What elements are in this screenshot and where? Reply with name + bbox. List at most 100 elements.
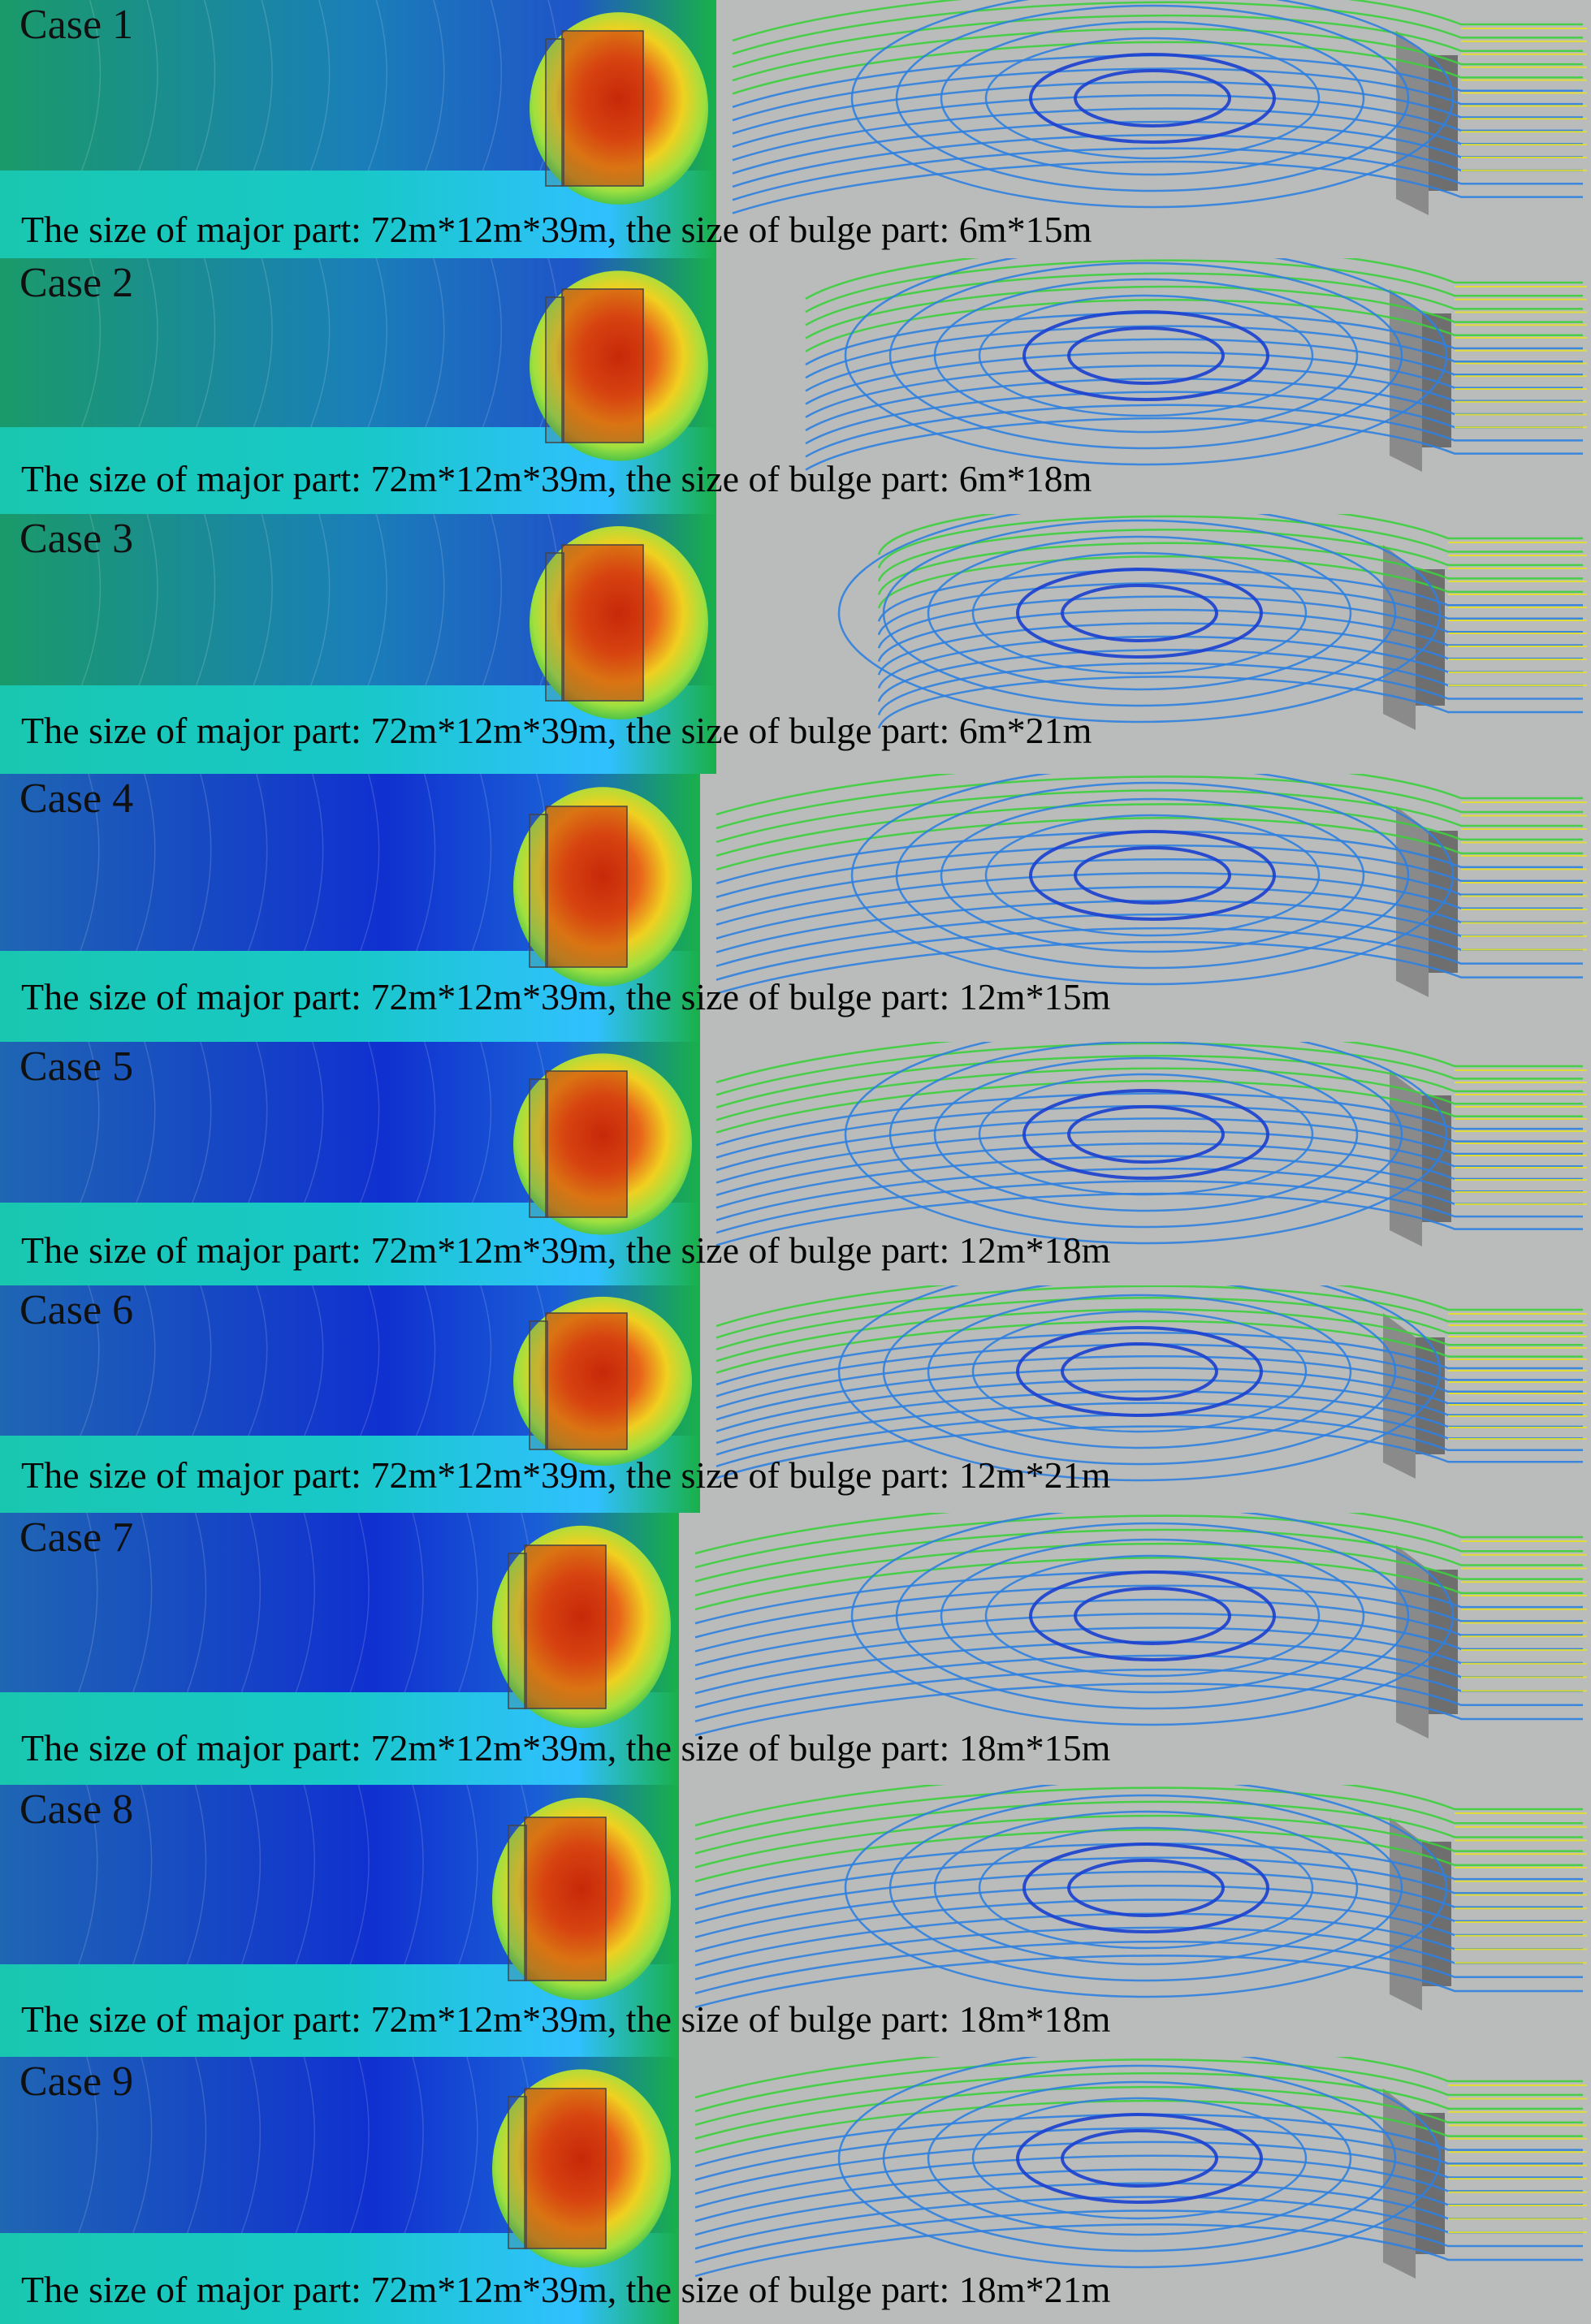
vortex-ring <box>1022 1842 1269 1933</box>
vortex-ring <box>927 535 1352 691</box>
case-visualization <box>0 774 1591 1042</box>
building-outline <box>561 288 644 443</box>
case-visualization <box>0 0 1591 258</box>
vortex-ring <box>940 797 1365 953</box>
vortex-ring <box>1061 1342 1218 1401</box>
building-outline <box>524 2088 607 2249</box>
building-outline <box>545 1070 628 1218</box>
vortex-ring <box>850 0 1455 209</box>
vortex-ring <box>940 20 1365 176</box>
case-panel-6: Case 6 The size of major part: 72m*12m*39… <box>0 1285 1591 1513</box>
vortex-ring <box>850 1513 1455 1726</box>
case-visualization <box>0 514 1591 774</box>
case-visualization <box>0 258 1591 514</box>
vortex-ring <box>882 1285 1397 1466</box>
case-title: Case 8 <box>19 1786 134 1833</box>
vortex-ring <box>1061 584 1218 642</box>
vortex-ring <box>927 1294 1352 1449</box>
vortex-ring <box>850 774 1455 986</box>
vortex-ring <box>844 1042 1448 1245</box>
vortex-ring <box>895 1522 1410 1710</box>
building-outline <box>524 1816 607 1981</box>
vortex-ring <box>837 1285 1442 1482</box>
vortex-ring <box>971 1310 1308 1433</box>
vortex-ring <box>927 2080 1352 2236</box>
case-visualization <box>0 1785 1591 2057</box>
vortex-ring <box>1022 1089 1269 1180</box>
vortex-ring <box>1016 1326 1263 1417</box>
case-title: Case 7 <box>19 1514 134 1561</box>
vortex-ring <box>1061 2129 1218 2188</box>
vortex-ring <box>1016 568 1263 659</box>
vortex-ring <box>882 2064 1397 2253</box>
case-caption: The size of major part: 72m*12m*39m, the… <box>21 1454 1111 1496</box>
vortex-ring <box>1016 2113 1263 2204</box>
case-visualization <box>0 2057 1591 2324</box>
case-panel-4: Case 4 The size of major part: 72m*12m*39… <box>0 774 1591 1042</box>
case-title: Case 1 <box>19 2 134 48</box>
vortex-ring <box>888 1042 1403 1229</box>
vortex-ring <box>844 1785 1448 1998</box>
case-title: Case 6 <box>19 1287 134 1333</box>
vortex-ring <box>1029 53 1276 144</box>
vortex-ring <box>837 2057 1442 2269</box>
vortex-ring <box>1029 1570 1276 1661</box>
case-caption: The size of major part: 72m*12m*39m, the… <box>21 458 1092 499</box>
vortex-ring <box>940 1538 1365 1694</box>
building-block <box>1383 2089 1416 2279</box>
vortex-ring <box>1074 69 1231 127</box>
vortex-ring <box>933 1056 1359 1212</box>
vortex-ring <box>1074 1587 1231 1645</box>
case-visualization <box>0 1513 1591 1785</box>
case-panel-3: Case 3 The size of major part: 72m*12m*39… <box>0 514 1591 774</box>
building-outline <box>545 1312 628 1450</box>
vortex-ring <box>1029 830 1276 921</box>
building-block <box>1383 1313 1416 1479</box>
vortex-ring <box>1074 846 1231 905</box>
vortex-ring <box>978 1826 1314 1950</box>
case-title: Case 2 <box>19 260 134 306</box>
building-block <box>1383 545 1416 730</box>
vortex-ring <box>1067 1859 1225 1917</box>
case-caption: The size of major part: 72m*12m*39m, the… <box>21 2269 1111 2310</box>
vortex-ring <box>1067 1105 1225 1164</box>
building-block <box>1390 1071 1422 1246</box>
building-block <box>1396 31 1429 215</box>
case-visualization <box>0 1285 1591 1513</box>
case-caption: The size of major part: 72m*12m*39m, the… <box>21 710 1092 751</box>
vortex-ring <box>888 1794 1403 1982</box>
building-block <box>1390 289 1422 472</box>
vortex-ring <box>1022 310 1269 401</box>
vortex-ring <box>895 781 1410 970</box>
vortex-ring <box>978 1073 1314 1196</box>
case-caption: The size of major part: 72m*12m*39m, the… <box>21 1727 1111 1769</box>
vortex-ring <box>933 278 1359 434</box>
building-outline <box>561 30 644 187</box>
case-panel-9: Case 9 The size of major part: 72m*12m*39… <box>0 2057 1591 2324</box>
vortex-ring <box>971 551 1308 675</box>
case-panel-8: Case 8 The size of major part: 72m*12m*39… <box>0 1785 1591 2057</box>
vortex-ring <box>895 4 1410 192</box>
case-caption: The size of major part: 72m*12m*39m, the… <box>21 1229 1111 1271</box>
case-caption: The size of major part: 72m*12m*39m, the… <box>21 209 1092 250</box>
vortex-ring <box>837 514 1442 724</box>
building-block <box>1396 806 1429 997</box>
vortex-ring <box>882 519 1397 707</box>
case-caption: The size of major part: 72m*12m*39m, the… <box>21 976 1111 1017</box>
vortex-ring <box>978 294 1314 417</box>
vortex-ring <box>984 814 1321 937</box>
building-outline <box>545 806 628 968</box>
case-title: Case 4 <box>19 775 134 822</box>
vortex-ring <box>844 258 1448 466</box>
case-title: Case 5 <box>19 1043 134 1090</box>
case-title: Case 3 <box>19 516 134 562</box>
building-block <box>1390 1817 1422 2011</box>
vortex-ring <box>1067 326 1225 385</box>
case-panel-2: Case 2 The size of major part: 72m*12m*39… <box>0 258 1591 514</box>
case-caption: The size of major part: 72m*12m*39m, the… <box>21 1998 1111 2040</box>
case-panel-5: Case 5 The size of major part: 72m*12m*39… <box>0 1042 1591 1285</box>
vortex-ring <box>933 1810 1359 1966</box>
vortex-ring <box>984 1554 1321 1678</box>
building-outline <box>524 1544 607 1709</box>
